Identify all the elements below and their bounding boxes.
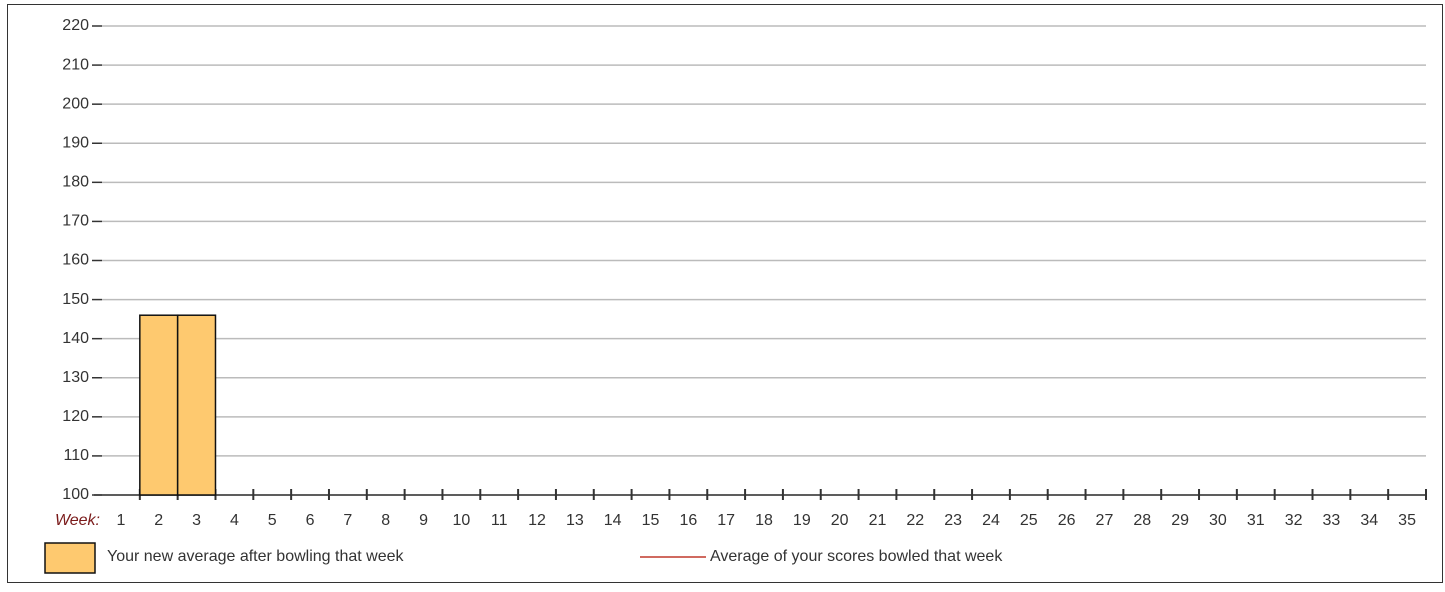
y-tick-label: 140 <box>62 330 89 347</box>
x-tick-label: 34 <box>1360 512 1378 529</box>
legend-label: Average of your scores bowled that week <box>710 548 1003 565</box>
x-tick-label: 6 <box>306 512 315 529</box>
x-tick-label: 24 <box>982 512 1000 529</box>
y-tick-label: 160 <box>62 252 89 269</box>
y-tick-label: 130 <box>62 369 89 386</box>
x-tick-label: 33 <box>1323 512 1341 529</box>
x-axis-label: Week: <box>55 512 100 529</box>
x-tick-label: 27 <box>1096 512 1114 529</box>
x-tick-label: 14 <box>604 512 622 529</box>
x-tick-label: 9 <box>419 512 428 529</box>
x-tick-label: 11 <box>491 512 508 529</box>
x-tick-label: 29 <box>1171 512 1189 529</box>
legend-swatch <box>45 543 95 573</box>
x-tick-label: 1 <box>116 512 125 529</box>
x-tick-label: 21 <box>869 512 887 529</box>
y-tick-label: 110 <box>63 447 89 464</box>
y-tick-label: 220 <box>62 17 89 34</box>
x-tick-label: 18 <box>755 512 773 529</box>
y-tick-label: 180 <box>62 174 89 191</box>
x-tick-label: 26 <box>1058 512 1076 529</box>
x-tick-label: 16 <box>679 512 697 529</box>
y-tick-label: 190 <box>62 134 89 151</box>
x-tick-label: 19 <box>793 512 811 529</box>
x-tick-label: 30 <box>1209 512 1227 529</box>
x-tick-label: 25 <box>1020 512 1038 529</box>
y-tick-label: 100 <box>62 486 89 503</box>
chart-frame <box>8 5 1443 583</box>
x-tick-label: 17 <box>717 512 735 529</box>
bar <box>178 315 216 495</box>
y-tick-label: 170 <box>62 213 89 230</box>
x-tick-label: 32 <box>1285 512 1303 529</box>
bar <box>140 315 178 495</box>
y-tick-label: 200 <box>62 95 89 112</box>
y-tick-label: 210 <box>62 56 89 73</box>
x-tick-label: 31 <box>1247 512 1265 529</box>
x-tick-label: 8 <box>381 512 390 529</box>
x-tick-label: 4 <box>230 512 239 529</box>
x-tick-label: 12 <box>528 512 546 529</box>
x-tick-label: 2 <box>154 512 163 529</box>
x-tick-label: 20 <box>831 512 849 529</box>
y-tick-label: 120 <box>62 408 89 425</box>
x-tick-label: 7 <box>343 512 352 529</box>
x-tick-label: 22 <box>906 512 924 529</box>
x-tick-label: 5 <box>268 512 277 529</box>
x-tick-label: 15 <box>642 512 660 529</box>
x-tick-label: 35 <box>1398 512 1416 529</box>
legend-label: Your new average after bowling that week <box>107 548 404 565</box>
x-tick-label: 3 <box>192 512 201 529</box>
y-tick-label: 150 <box>62 291 89 308</box>
x-tick-label: 28 <box>1133 512 1151 529</box>
x-tick-label: 10 <box>452 512 470 529</box>
x-tick-label: 13 <box>566 512 584 529</box>
x-tick-label: 23 <box>944 512 962 529</box>
